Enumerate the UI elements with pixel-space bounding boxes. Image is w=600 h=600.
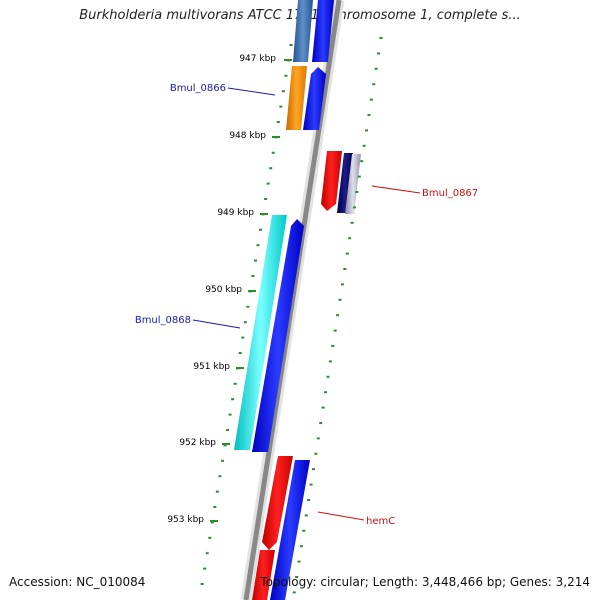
kbp-scale: 947 kbp 948 kbp 949 kbp 950 kbp 951 kbp … [167,54,292,525]
gene-label-bmul-0867[interactable]: Bmul_0867 [371,185,478,199]
gene-feature-blue-hemc[interactable] [270,460,310,600]
gene-label-hemc[interactable]: hemC [317,511,395,527]
gene-feature-blue-0866[interactable] [303,67,326,130]
kbp-label: 949 kbp [217,208,254,218]
topology-text: Topology: circular; Length: 3,448,466 bp… [260,575,590,589]
gene-feature-steel-top[interactable] [293,0,313,62]
gene-feature-hemc[interactable] [262,456,293,550]
kbp-label: 951 kbp [193,362,230,372]
gene-feature-navy-0867[interactable] [337,153,353,213]
gene-label-text: Bmul_0866 [170,83,226,94]
gene-feature-blue-0868[interactable] [252,219,304,452]
kbp-label: 952 kbp [179,438,216,448]
gene-feature-bmul-0868[interactable] [234,215,287,450]
gene-label-text: Bmul_0867 [422,188,478,199]
kbp-label: 953 kbp [167,515,204,525]
gene-label-bmul-0868[interactable]: Bmul_0868 [135,315,241,329]
kbp-label: 948 kbp [229,131,266,141]
gene-feature-blue-top[interactable] [312,0,334,62]
gene-feature-bmul-0867[interactable] [321,151,342,211]
scale-ticks [200,37,383,594]
backbone [240,0,345,600]
gene-label-bmul-0866[interactable]: Bmul_0866 [170,83,276,96]
gene-label-text: hemC [366,516,395,527]
kbp-label: 947 kbp [239,54,276,64]
kbp-label: 950 kbp [205,285,242,295]
gene-feature-silver-0867[interactable] [345,154,361,214]
gene-feature-bmul-0866[interactable] [286,66,307,130]
gene-label-text: Bmul_0868 [135,315,191,326]
gene-feature-red-bottom[interactable] [252,550,275,600]
accession-text: Accession: NC_010084 [9,575,146,589]
